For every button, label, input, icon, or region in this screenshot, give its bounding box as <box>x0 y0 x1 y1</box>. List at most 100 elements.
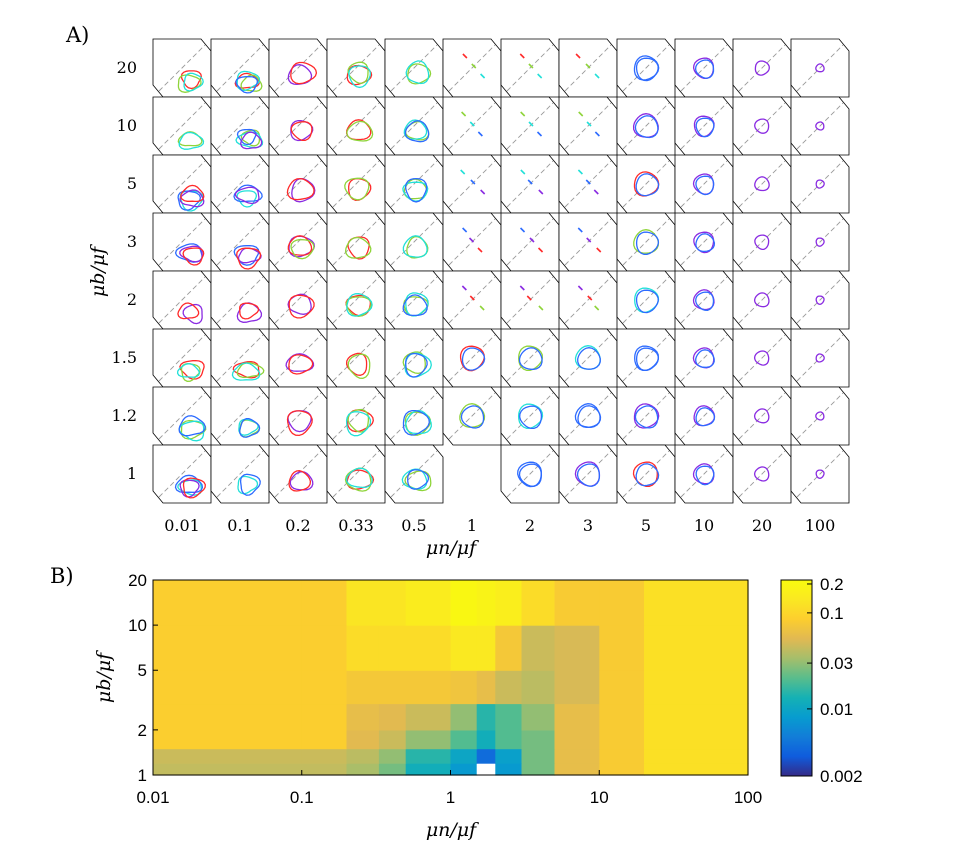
contour-cell <box>210 444 270 504</box>
colorbar-tick: 0.01 <box>820 700 853 719</box>
contour-cell <box>674 386 734 446</box>
contour-cell <box>326 154 386 214</box>
heatmap-cell <box>153 729 303 750</box>
panel-a-y-tick: 2 <box>127 290 137 309</box>
contour-cell <box>152 96 212 156</box>
contour-cell <box>268 270 328 330</box>
heatmap-cell <box>153 748 303 764</box>
contour-cell <box>384 154 444 214</box>
heatmap-cell <box>495 729 523 750</box>
heatmap-cell <box>405 763 452 776</box>
heatmap-cell <box>346 625 380 671</box>
contour-cell <box>732 270 792 330</box>
panel-a-x-tick: 0.1 <box>227 516 252 535</box>
heatmap-cell <box>644 763 749 776</box>
contour-cell <box>384 38 444 98</box>
contour-cell <box>384 96 444 156</box>
contour-cell <box>268 328 328 388</box>
heatmap-cell <box>378 580 407 626</box>
contour-cell <box>790 386 850 446</box>
heatmap-y-tick: 5 <box>138 661 147 680</box>
heatmap-cell <box>644 729 749 750</box>
heatmap-cell <box>599 729 645 750</box>
panel-a-y-tick: 3 <box>127 232 137 251</box>
contour-cell <box>732 38 792 98</box>
contour-cell <box>326 38 386 98</box>
contour-cell <box>500 386 560 446</box>
heatmap-xlabel: μn/μf <box>426 819 479 841</box>
heatmap-cell <box>301 580 348 626</box>
heatmap-y-tick: 1 <box>138 766 147 785</box>
colorbar <box>780 579 813 777</box>
heatmap-cell <box>346 729 380 750</box>
heatmap-cell <box>521 729 556 750</box>
contour-cell <box>790 96 850 156</box>
contour-cell <box>384 444 444 504</box>
heatmap-cell <box>554 670 600 705</box>
contour-cell <box>210 212 270 272</box>
heatmap <box>153 580 749 776</box>
contour-cell <box>674 444 734 504</box>
heatmap-cell <box>301 625 348 671</box>
heatmap-cell <box>450 703 478 731</box>
contour-cell <box>500 212 560 272</box>
heatmap-cell <box>378 763 407 776</box>
contour-cell <box>268 212 328 272</box>
heatmap-cell <box>495 748 523 764</box>
heatmap-cell <box>405 580 452 626</box>
heatmap-cell <box>153 763 303 776</box>
heatmap-cell <box>521 748 556 764</box>
heatmap-ylabel: μb/μf <box>93 650 115 703</box>
heatmap-cell <box>153 703 303 731</box>
panel-a-y-tick: 5 <box>127 174 137 193</box>
contour-cell <box>732 386 792 446</box>
contour-cell <box>326 386 386 446</box>
contour-cell <box>268 38 328 98</box>
heatmap-cell <box>346 703 380 731</box>
contour-cell <box>674 270 734 330</box>
heatmap-cell <box>378 703 407 731</box>
heatmap-cell <box>554 703 600 731</box>
panel-a-x-tick: 2 <box>525 516 535 535</box>
heatmap-cell <box>644 670 749 705</box>
panel-a-x-tick: 0.2 <box>285 516 310 535</box>
contour-cell <box>152 212 212 272</box>
heatmap-cell <box>301 670 348 705</box>
heatmap-cell <box>554 580 600 626</box>
heatmap-cell <box>644 748 749 764</box>
heatmap-cell <box>495 580 523 626</box>
heatmap-cell <box>153 670 303 705</box>
contour-cell <box>442 96 502 156</box>
heatmap-cell <box>301 763 348 776</box>
contour-cell <box>326 444 386 504</box>
heatmap-y-ticks: 1 2 5 10 20 <box>128 571 158 785</box>
heatmap-cell <box>450 729 478 750</box>
contour-cell <box>616 96 676 156</box>
heatmap-cell <box>554 625 600 671</box>
heatmap-x-tick: 0.01 <box>136 788 169 807</box>
heatmap-cell <box>521 580 556 626</box>
heatmap-cell <box>405 729 452 750</box>
heatmap-cell <box>346 763 380 776</box>
heatmap-cell <box>476 748 496 764</box>
heatmap-x-tick: 1 <box>446 788 455 807</box>
panel-a-x-tick: 1 <box>467 516 477 535</box>
contour-cell <box>210 38 270 98</box>
contour-cell <box>616 38 676 98</box>
contour-cell <box>732 328 792 388</box>
heatmap-cell <box>153 580 303 626</box>
heatmap-cell <box>450 625 478 671</box>
heatmap-cell <box>521 670 556 705</box>
contour-cell <box>732 212 792 272</box>
contour-cell <box>152 328 212 388</box>
contour-cell <box>326 96 386 156</box>
panel-a-y-tick: 1.5 <box>112 348 137 367</box>
heatmap-cell <box>450 670 478 705</box>
heatmap-y-tick: 10 <box>128 616 147 635</box>
heatmap-cell <box>450 763 478 776</box>
heatmap-cell <box>476 670 496 705</box>
panel-a-xlabel: μn/μf <box>426 537 479 559</box>
contour-cell <box>790 270 850 330</box>
contour-cell <box>558 154 618 214</box>
heatmap-cell <box>346 580 380 626</box>
